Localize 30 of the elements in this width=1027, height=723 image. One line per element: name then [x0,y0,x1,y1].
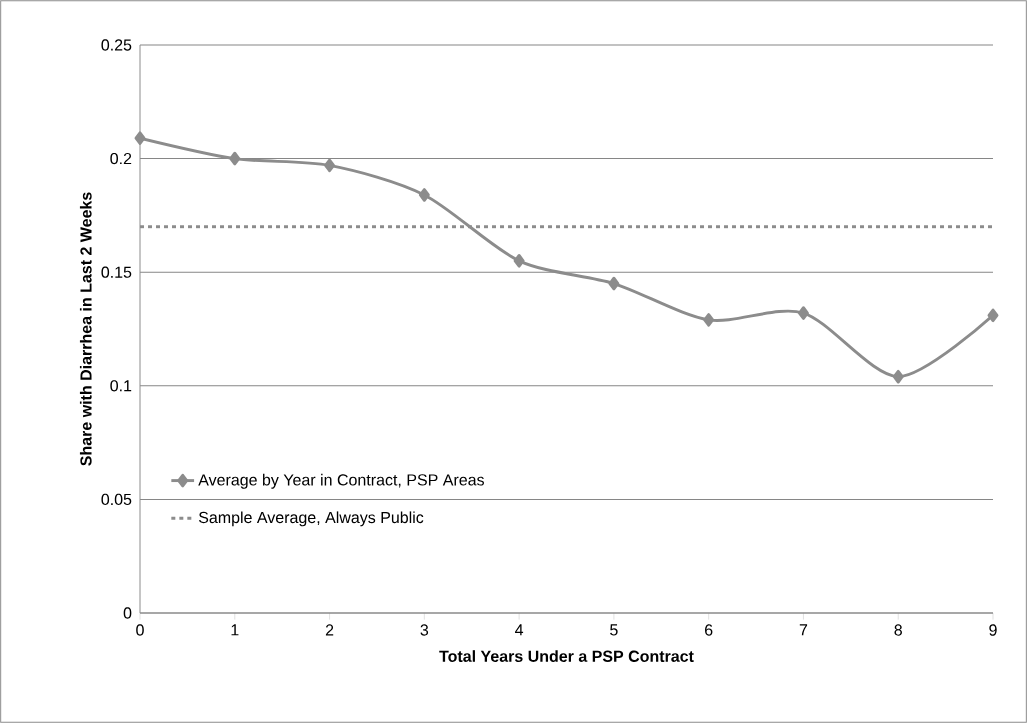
y-tick-label: 0.05 [101,493,132,506]
y-tick-label: 0 [123,607,132,619]
point [987,308,999,323]
point [513,254,525,268]
x-tick-label: 4 [515,624,524,636]
point [892,369,904,384]
legend-label: Sample Average, Always Public [198,511,424,527]
point [324,158,336,173]
x-tick-label: 8 [894,624,902,636]
y-tick-label: 0.1 [110,380,132,392]
x-tick-label: 6 [705,624,713,636]
x-tick-label: 7 [799,624,808,636]
point [134,131,146,145]
y-axis-title: Share with Diarrhea in Last 2 Weeks [79,192,92,466]
point [229,151,241,166]
x-tick-label: 9 [989,624,997,636]
x-tick-label: 5 [610,624,618,636]
x-tick-label: 3 [420,624,429,636]
y-tick-label: 0.2 [110,152,132,165]
point [418,188,430,202]
x-tick-label: 2 [325,624,334,636]
legend-label: Average by Year in Contract, PSP Areas [198,473,484,489]
x-tick-label: 0 [136,624,144,636]
point [703,313,715,327]
x-axis-title: Total Years Under a PSP Contract [439,650,694,662]
y-tick-label: 0.15 [101,266,132,278]
point [608,276,620,291]
x-tick-label: 1 [231,624,239,636]
point [797,306,809,320]
y-tick-label: 0.25 [101,39,132,51]
